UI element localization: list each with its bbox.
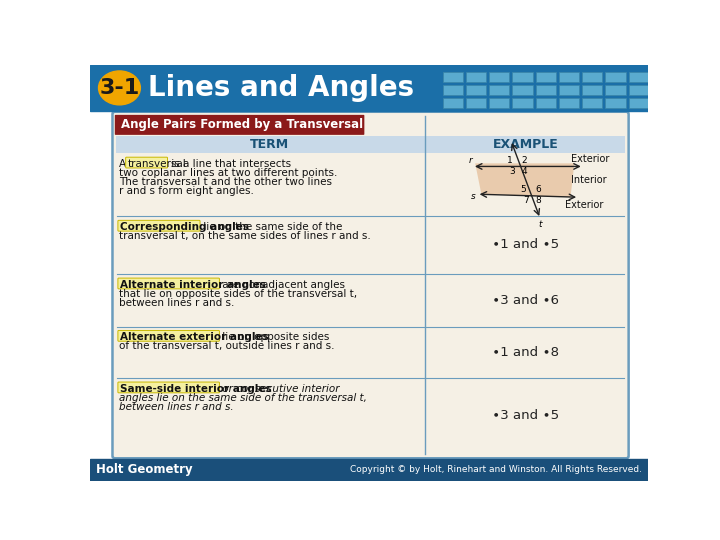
Bar — [90, 65, 648, 111]
Ellipse shape — [99, 71, 140, 105]
Text: s: s — [471, 192, 476, 201]
Text: ∙3 and ∙6: ∙3 and ∙6 — [492, 294, 559, 307]
Text: 4: 4 — [522, 167, 527, 176]
Text: Exterior: Exterior — [570, 154, 609, 164]
Text: Copyright © by Holt, Rinehart and Winston. All Rights Reserved.: Copyright © by Holt, Rinehart and Winsto… — [350, 465, 642, 474]
Text: or consecutive interior: or consecutive interior — [220, 383, 340, 394]
Text: 5: 5 — [521, 185, 526, 194]
Text: angles lie on the same side of the transversal t,: angles lie on the same side of the trans… — [120, 393, 367, 403]
Text: 7: 7 — [523, 197, 528, 206]
Text: TERM: TERM — [251, 138, 289, 151]
Bar — [536, 98, 556, 108]
Text: lie on opposite sides: lie on opposite sides — [220, 332, 330, 342]
Bar — [606, 98, 626, 108]
Text: r and s form eight angles.: r and s form eight angles. — [120, 186, 254, 197]
Bar — [489, 98, 509, 108]
Bar — [466, 98, 486, 108]
Text: Corresponding angles: Corresponding angles — [120, 222, 249, 232]
Text: r: r — [468, 156, 472, 165]
Text: is a line that intersects: is a line that intersects — [168, 159, 291, 168]
FancyBboxPatch shape — [114, 115, 364, 135]
Text: Alternate exterior angles: Alternate exterior angles — [120, 332, 269, 342]
Bar — [559, 72, 579, 82]
FancyBboxPatch shape — [118, 382, 220, 393]
Text: t: t — [539, 220, 542, 230]
Bar — [443, 72, 463, 82]
Bar — [443, 98, 463, 108]
Text: ∙1 and ∙5: ∙1 and ∙5 — [492, 238, 559, 251]
Bar — [443, 85, 463, 95]
Bar — [606, 72, 626, 82]
Bar — [513, 98, 533, 108]
FancyBboxPatch shape — [118, 220, 200, 231]
Text: Interior: Interior — [570, 176, 606, 185]
Bar — [425, 136, 625, 153]
Bar — [536, 72, 556, 82]
FancyBboxPatch shape — [112, 112, 629, 458]
Bar — [559, 85, 579, 95]
Bar — [582, 85, 602, 95]
Text: Angle Pairs Formed by a Transversal: Angle Pairs Formed by a Transversal — [121, 118, 363, 131]
Bar — [582, 98, 602, 108]
Text: Holt Geometry: Holt Geometry — [96, 463, 193, 476]
Bar — [559, 98, 579, 108]
Bar — [489, 72, 509, 82]
Text: EXAMPLE: EXAMPLE — [492, 138, 559, 151]
Text: Alternate interior angles: Alternate interior angles — [120, 280, 266, 289]
Text: transversal: transversal — [127, 159, 186, 168]
Text: Lines and Angles: Lines and Angles — [148, 74, 414, 102]
Text: lie on the same side of the: lie on the same side of the — [200, 222, 343, 232]
Text: 8: 8 — [536, 197, 541, 206]
Bar — [652, 85, 672, 95]
FancyBboxPatch shape — [118, 330, 220, 341]
Bar — [629, 72, 649, 82]
Text: 2: 2 — [522, 156, 527, 165]
Bar — [606, 85, 626, 95]
Text: ∙1 and ∙8: ∙1 and ∙8 — [492, 346, 559, 359]
Text: 6: 6 — [536, 185, 541, 194]
Text: are nonadjacent angles: are nonadjacent angles — [220, 280, 346, 289]
Bar — [117, 136, 425, 153]
Bar — [489, 85, 509, 95]
Text: Same-side interior angles: Same-side interior angles — [120, 383, 272, 394]
Bar — [629, 98, 649, 108]
Bar — [629, 85, 649, 95]
Bar — [466, 85, 486, 95]
Bar — [582, 72, 602, 82]
Text: ∙3 and ∙5: ∙3 and ∙5 — [492, 409, 559, 422]
FancyBboxPatch shape — [118, 278, 220, 289]
Text: Exterior: Exterior — [565, 200, 603, 210]
Text: between lines r and s.: between lines r and s. — [120, 298, 235, 308]
Text: between lines r and s.: between lines r and s. — [120, 402, 234, 412]
Text: 3-1: 3-1 — [99, 78, 140, 98]
Bar — [513, 85, 533, 95]
Bar — [652, 72, 672, 82]
Text: A: A — [120, 159, 130, 168]
Bar — [466, 72, 486, 82]
Polygon shape — [475, 164, 575, 197]
Text: 3: 3 — [509, 167, 515, 176]
Text: 1: 1 — [507, 156, 513, 165]
Bar — [652, 98, 672, 108]
Text: transversal t, on the same sides of lines r and s.: transversal t, on the same sides of line… — [120, 231, 372, 241]
Bar — [513, 72, 533, 82]
Bar — [90, 459, 648, 481]
Bar — [536, 85, 556, 95]
Text: of the transversal t, outside lines r and s.: of the transversal t, outside lines r an… — [120, 341, 335, 351]
Text: that lie on opposite sides of the transversal t,: that lie on opposite sides of the transv… — [120, 289, 358, 299]
FancyBboxPatch shape — [126, 157, 168, 168]
Text: two coplanar lines at two different points.: two coplanar lines at two different poin… — [120, 168, 338, 178]
Text: The transversal t and the other two lines: The transversal t and the other two line… — [120, 177, 333, 187]
